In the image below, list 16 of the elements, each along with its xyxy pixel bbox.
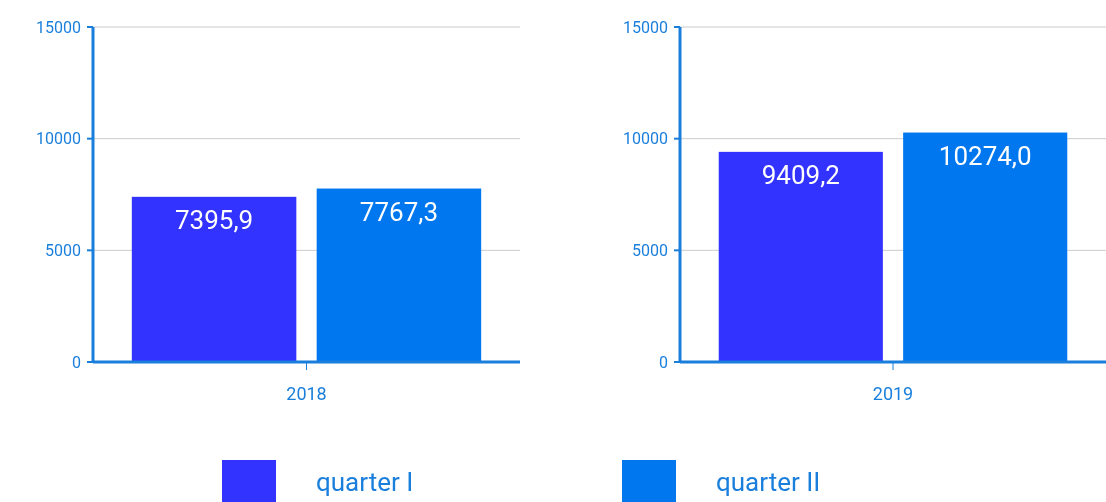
data-label: 7395,9 xyxy=(174,204,254,235)
y-tick-label: 10000 xyxy=(36,129,81,149)
x-tick-label: 2018 xyxy=(286,383,327,404)
data-label: 9409,2 xyxy=(761,159,840,190)
data-label: 10274,0 xyxy=(938,140,1032,171)
legend-label: quarter I xyxy=(316,467,414,498)
y-tick-label: 5000 xyxy=(45,240,82,260)
y-tick-label: 15000 xyxy=(623,17,668,37)
legend-label: quarter II xyxy=(716,467,821,498)
y-tick-label: 10000 xyxy=(623,129,668,149)
data-label: 7767,3 xyxy=(359,196,439,227)
y-tick-label: 0 xyxy=(72,352,81,372)
y-tick-label: 0 xyxy=(659,352,668,372)
x-tick-label: 2019 xyxy=(872,383,914,404)
y-tick-label: 15000 xyxy=(36,17,81,37)
y-tick-label: 5000 xyxy=(632,240,669,260)
